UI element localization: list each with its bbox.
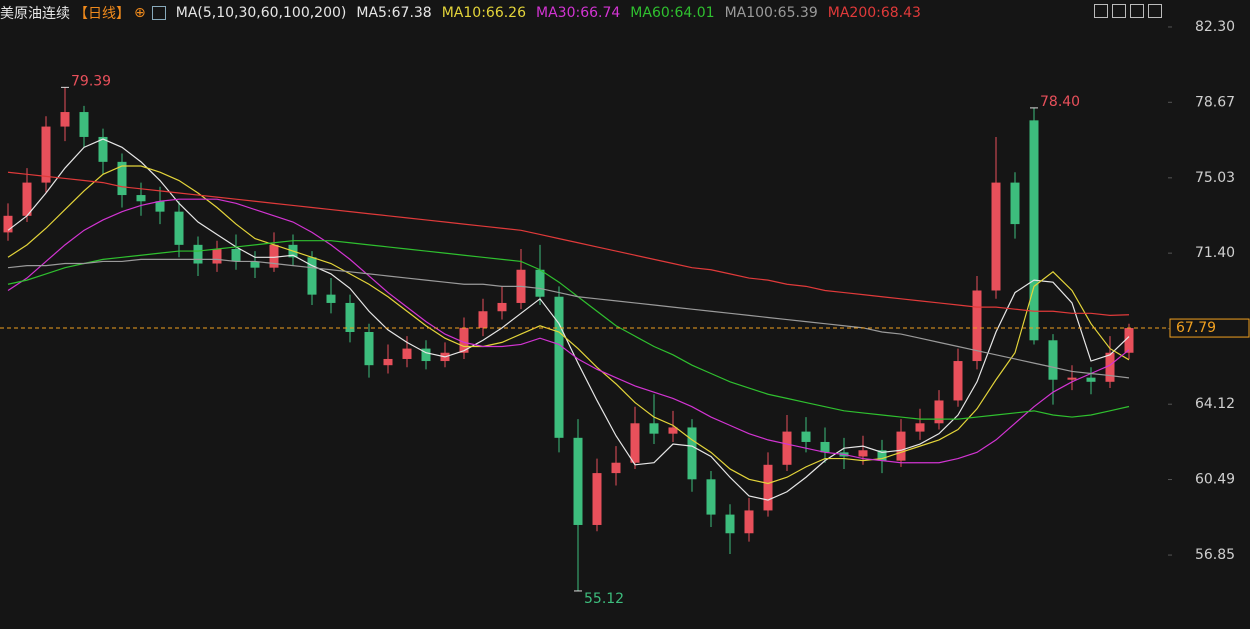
candle-body — [60, 112, 70, 127]
y-tick-label: 56.85 — [1195, 547, 1235, 563]
candle-body — [592, 473, 602, 525]
ma-line — [7, 171, 1130, 316]
candle-body — [269, 244, 279, 268]
candle-body — [174, 211, 184, 245]
candle-body — [421, 348, 431, 362]
candle-body — [478, 311, 488, 328]
candle-body — [231, 248, 241, 262]
candle-body — [459, 327, 469, 353]
candle-body — [136, 195, 146, 202]
y-tick-label: 75.03 — [1195, 170, 1235, 186]
candle-body — [630, 423, 640, 463]
candle-body — [98, 136, 108, 162]
high-label: 79.39 — [71, 73, 111, 89]
tool-button[interactable] — [1148, 4, 1162, 18]
candle-body — [22, 182, 32, 216]
candle-body — [402, 348, 412, 359]
candle-body — [858, 450, 868, 457]
candle-body — [79, 112, 89, 137]
candle-body — [744, 510, 754, 534]
last-price-box — [1169, 318, 1250, 338]
candle-body — [782, 431, 792, 465]
candle-body — [41, 126, 51, 183]
candle-body — [934, 400, 944, 424]
candle-body — [1105, 352, 1115, 382]
candle-body — [991, 182, 1001, 291]
candle-body — [1086, 377, 1096, 382]
candle-body — [497, 302, 507, 312]
candle-body — [915, 423, 925, 432]
tool-button[interactable] — [1094, 4, 1108, 18]
add-icon[interactable]: ⊕ — [134, 5, 146, 21]
legend-entry: MA200:68.43 — [827, 5, 921, 21]
candle-body — [535, 269, 545, 297]
candle-body — [3, 215, 13, 233]
tool-button[interactable] — [1112, 4, 1126, 18]
header: 美原油连续 【日线】 ⊕ MA(5,10,30,60,100,200) MA5:… — [0, 3, 931, 23]
candle-body — [649, 423, 659, 434]
candle-body — [554, 296, 564, 438]
ma-line — [7, 138, 1130, 501]
candle-body — [953, 361, 963, 401]
candle-body — [972, 290, 982, 362]
candle-body — [611, 462, 621, 474]
candle-body — [1067, 377, 1077, 380]
y-tick-label: 82.30 — [1195, 19, 1235, 35]
candle-body — [573, 437, 583, 525]
candle-body — [1010, 182, 1020, 225]
candle-body — [687, 427, 697, 480]
candle-body — [1048, 340, 1058, 380]
legend-entry: MA100:65.39 — [724, 5, 818, 21]
y-tick-label: 71.40 — [1195, 245, 1235, 261]
legend-entry: MA5:67.38 — [356, 5, 432, 21]
candle-body — [383, 358, 393, 366]
candle-body — [1124, 328, 1134, 353]
candle-body — [668, 427, 678, 434]
ma-line — [7, 198, 1130, 464]
candle-body — [326, 294, 336, 303]
candle-body — [896, 431, 906, 461]
y-tick-label: 60.49 — [1195, 472, 1235, 488]
y-tick-label: 78.67 — [1195, 94, 1235, 110]
candle-body — [725, 514, 735, 534]
indicator[interactable]: MA(5,10,30,60,100,200) — [175, 5, 347, 21]
indicator-icon[interactable] — [151, 6, 166, 20]
candle-body — [706, 479, 716, 515]
legend-entry: MA30:66.74 — [536, 5, 621, 21]
candle-body — [801, 431, 811, 442]
legend-entry: MA10:66.26 — [441, 5, 526, 21]
legend-entry: MA60:64.01 — [630, 5, 715, 21]
candle-body — [364, 331, 374, 366]
high-label: 78.40 — [1040, 94, 1080, 110]
chart-title: 美原油连续 — [0, 6, 70, 22]
y-tick-label: 64.12 — [1195, 396, 1235, 412]
candle-body — [155, 201, 165, 212]
candle-body — [117, 161, 127, 196]
low-label: 55.12 — [584, 591, 624, 607]
candle-body — [763, 464, 773, 511]
candle-body — [250, 261, 260, 268]
candles — [3, 87, 1134, 591]
candle-body — [1029, 120, 1039, 341]
candle-body — [307, 257, 317, 295]
candle-body — [212, 248, 222, 264]
candle-body — [193, 244, 203, 264]
toolbar — [1094, 4, 1166, 18]
last-price-label: 67.79 — [1176, 320, 1216, 336]
candle-body — [820, 441, 830, 453]
ma-line — [7, 258, 1130, 379]
tool-button[interactable] — [1130, 4, 1144, 18]
candle-body — [877, 450, 887, 461]
ma-line — [7, 165, 1130, 485]
candle-body — [345, 302, 355, 332]
ma-line — [7, 240, 1130, 420]
period[interactable]: 【日线】 — [74, 6, 130, 22]
